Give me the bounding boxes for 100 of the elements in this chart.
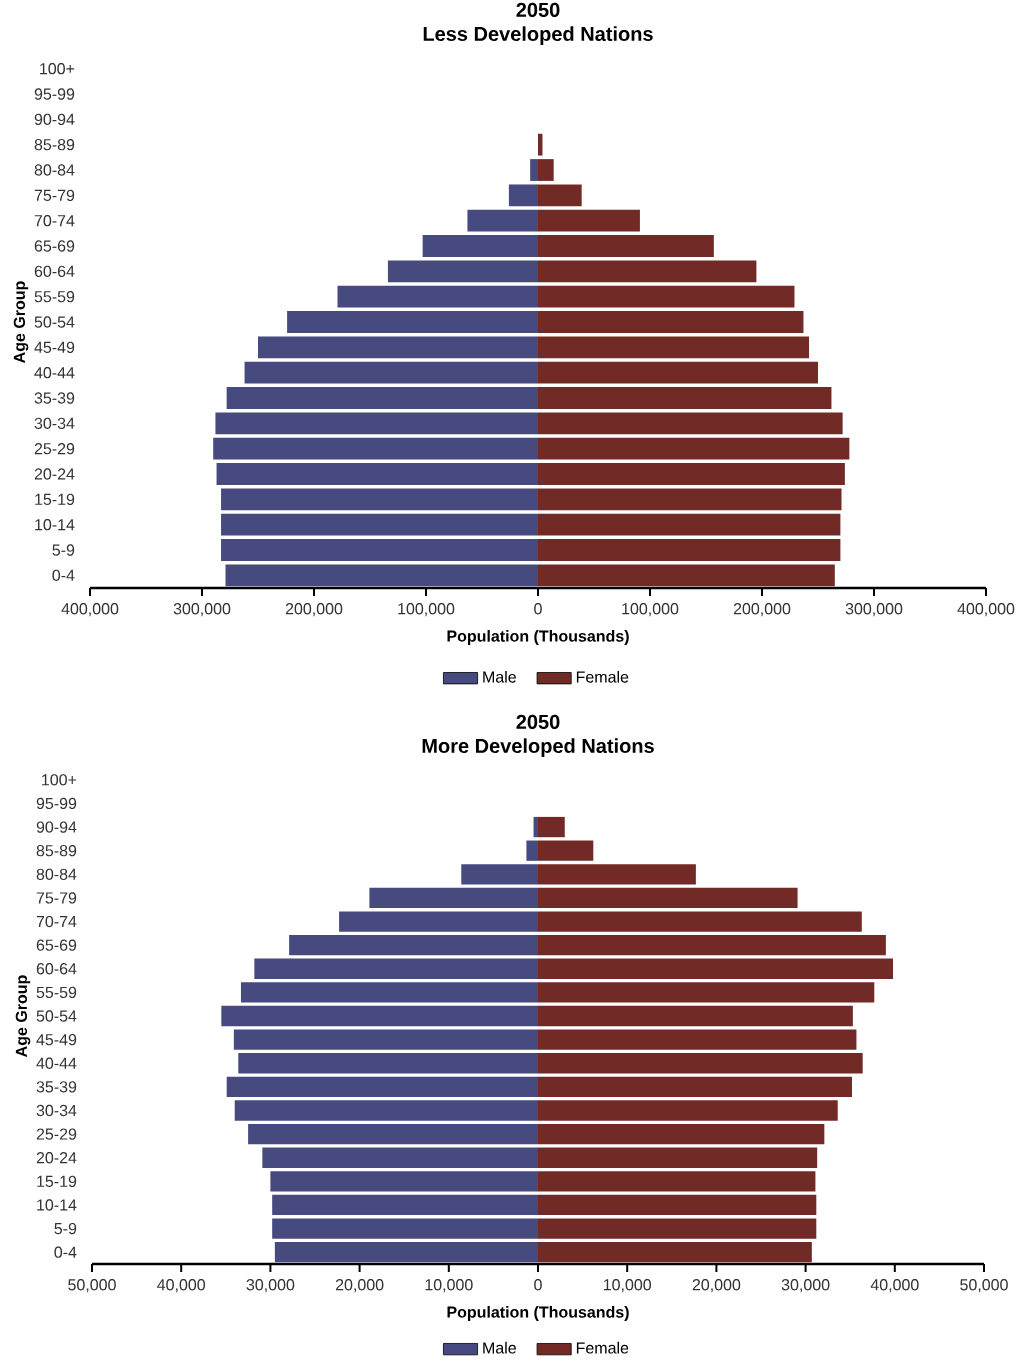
bar: [225, 564, 538, 587]
y-tick-label: 30-34: [34, 417, 75, 430]
x-axis-title: Population (Thousands): [447, 630, 629, 645]
bar: [240, 982, 538, 1003]
y-tick-label: 95-99: [34, 88, 75, 100]
bar: [538, 982, 875, 1003]
bar: [258, 336, 538, 359]
y-tick-label: 30-34: [36, 1104, 77, 1117]
x-tick-label: 40,000: [157, 1279, 206, 1293]
chart-title: 2050: [516, 2, 560, 17]
bar: [538, 336, 810, 359]
bar: [526, 840, 538, 861]
y-tick-label: 80-84: [36, 868, 77, 880]
bar: [538, 1147, 818, 1168]
bar: [538, 564, 835, 587]
x-axis-title: Population (Thousands): [447, 1306, 629, 1321]
bar: [221, 1005, 538, 1027]
y-axis-title: Age Group: [13, 281, 29, 363]
y-tick-label: 45-49: [36, 1033, 77, 1046]
x-tick-label: 0: [534, 603, 542, 615]
bar: [538, 361, 818, 384]
y-tick-label: 100+: [42, 774, 77, 786]
bar: [244, 361, 538, 384]
y-tick-label: 20-24: [34, 468, 75, 480]
bar: [538, 539, 841, 561]
bar: [538, 1029, 857, 1050]
y-tick-label: 60-64: [34, 265, 75, 278]
x-tick-label: 400,000: [957, 603, 1015, 617]
y-tick-label: 10-14: [37, 1199, 77, 1211]
y-tick-label: 25-29: [34, 443, 75, 455]
bar: [508, 184, 538, 207]
y-tick-label: 70-74: [34, 215, 75, 227]
bar: [538, 1100, 838, 1121]
bar: [538, 488, 842, 511]
x-tick-label: 40,000: [870, 1279, 919, 1293]
chart-title: 2050: [516, 714, 560, 729]
chart-subtitle: More Developed Nations: [422, 738, 654, 757]
bar: [538, 864, 696, 885]
y-tick-label: 85-89: [36, 845, 77, 857]
bar: [538, 840, 594, 861]
y-tick-label: 80-84: [34, 164, 75, 176]
x-tick-label: 100,000: [622, 603, 679, 617]
bar: [538, 311, 804, 333]
legend-label: Male: [483, 1341, 516, 1354]
bar: [274, 1242, 538, 1263]
bar: [538, 887, 798, 909]
x-tick-label: 20,000: [692, 1279, 741, 1293]
y-tick-label: 85-89: [34, 139, 75, 151]
bar: [262, 1147, 538, 1168]
y-tick-label: 60-64: [36, 963, 77, 975]
y-tick-label: 25-29: [36, 1128, 77, 1140]
y-tick-label: 20-24: [36, 1152, 77, 1164]
y-tick-label: 45-49: [34, 341, 75, 354]
y-tick-label: 10-14: [35, 519, 75, 531]
bar: [248, 1123, 538, 1145]
bar: [538, 513, 841, 536]
bar: [234, 1100, 538, 1121]
bar: [337, 285, 538, 308]
x-tick-label: 50,000: [68, 1279, 116, 1293]
x-tick-label: 200,000: [733, 603, 791, 617]
bar: [538, 1171, 816, 1192]
bar: [538, 911, 862, 932]
bar: [538, 935, 886, 956]
x-tick-label: 30,000: [246, 1279, 295, 1293]
legend-label: Male: [483, 670, 516, 683]
y-tick-label: 5-9: [52, 544, 75, 556]
chart-subtitle: Less Developed Nations: [423, 26, 653, 45]
y-tick-label: 100+: [40, 63, 75, 75]
bar: [270, 1171, 538, 1192]
bar: [530, 159, 538, 181]
bar: [226, 1076, 538, 1098]
bar: [538, 285, 795, 308]
bar: [221, 488, 538, 511]
bar: [461, 864, 538, 885]
y-tick-label: 65-69: [34, 240, 75, 252]
x-tick-label: 10,000: [603, 1279, 652, 1293]
x-tick-label: 300,000: [173, 603, 231, 617]
y-tick-label: 75-79: [34, 189, 75, 202]
y-tick-label: 35-39: [34, 392, 75, 404]
bar: [233, 1029, 538, 1050]
bar: [221, 513, 538, 536]
bar: [221, 539, 538, 561]
y-tick-label: 70-74: [36, 915, 77, 928]
x-tick-label: 100,000: [398, 603, 455, 617]
bar: [538, 1242, 812, 1263]
bar: [538, 1123, 825, 1145]
bar: [538, 209, 640, 232]
y-tick-label: 50-54: [36, 1010, 77, 1022]
y-tick-label: 40-44: [34, 367, 75, 379]
bar: [272, 1194, 538, 1216]
y-tick-label: 55-59: [34, 291, 75, 303]
bar: [538, 159, 554, 181]
x-tick-label: 300,000: [845, 603, 903, 617]
y-tick-label: 15-19: [35, 493, 75, 506]
bar: [238, 1053, 538, 1074]
bar: [538, 463, 845, 485]
x-tick-label: 400,000: [61, 603, 119, 617]
bar: [213, 437, 538, 460]
y-tick-label: 0-4: [54, 1246, 77, 1258]
bar: [538, 260, 757, 283]
